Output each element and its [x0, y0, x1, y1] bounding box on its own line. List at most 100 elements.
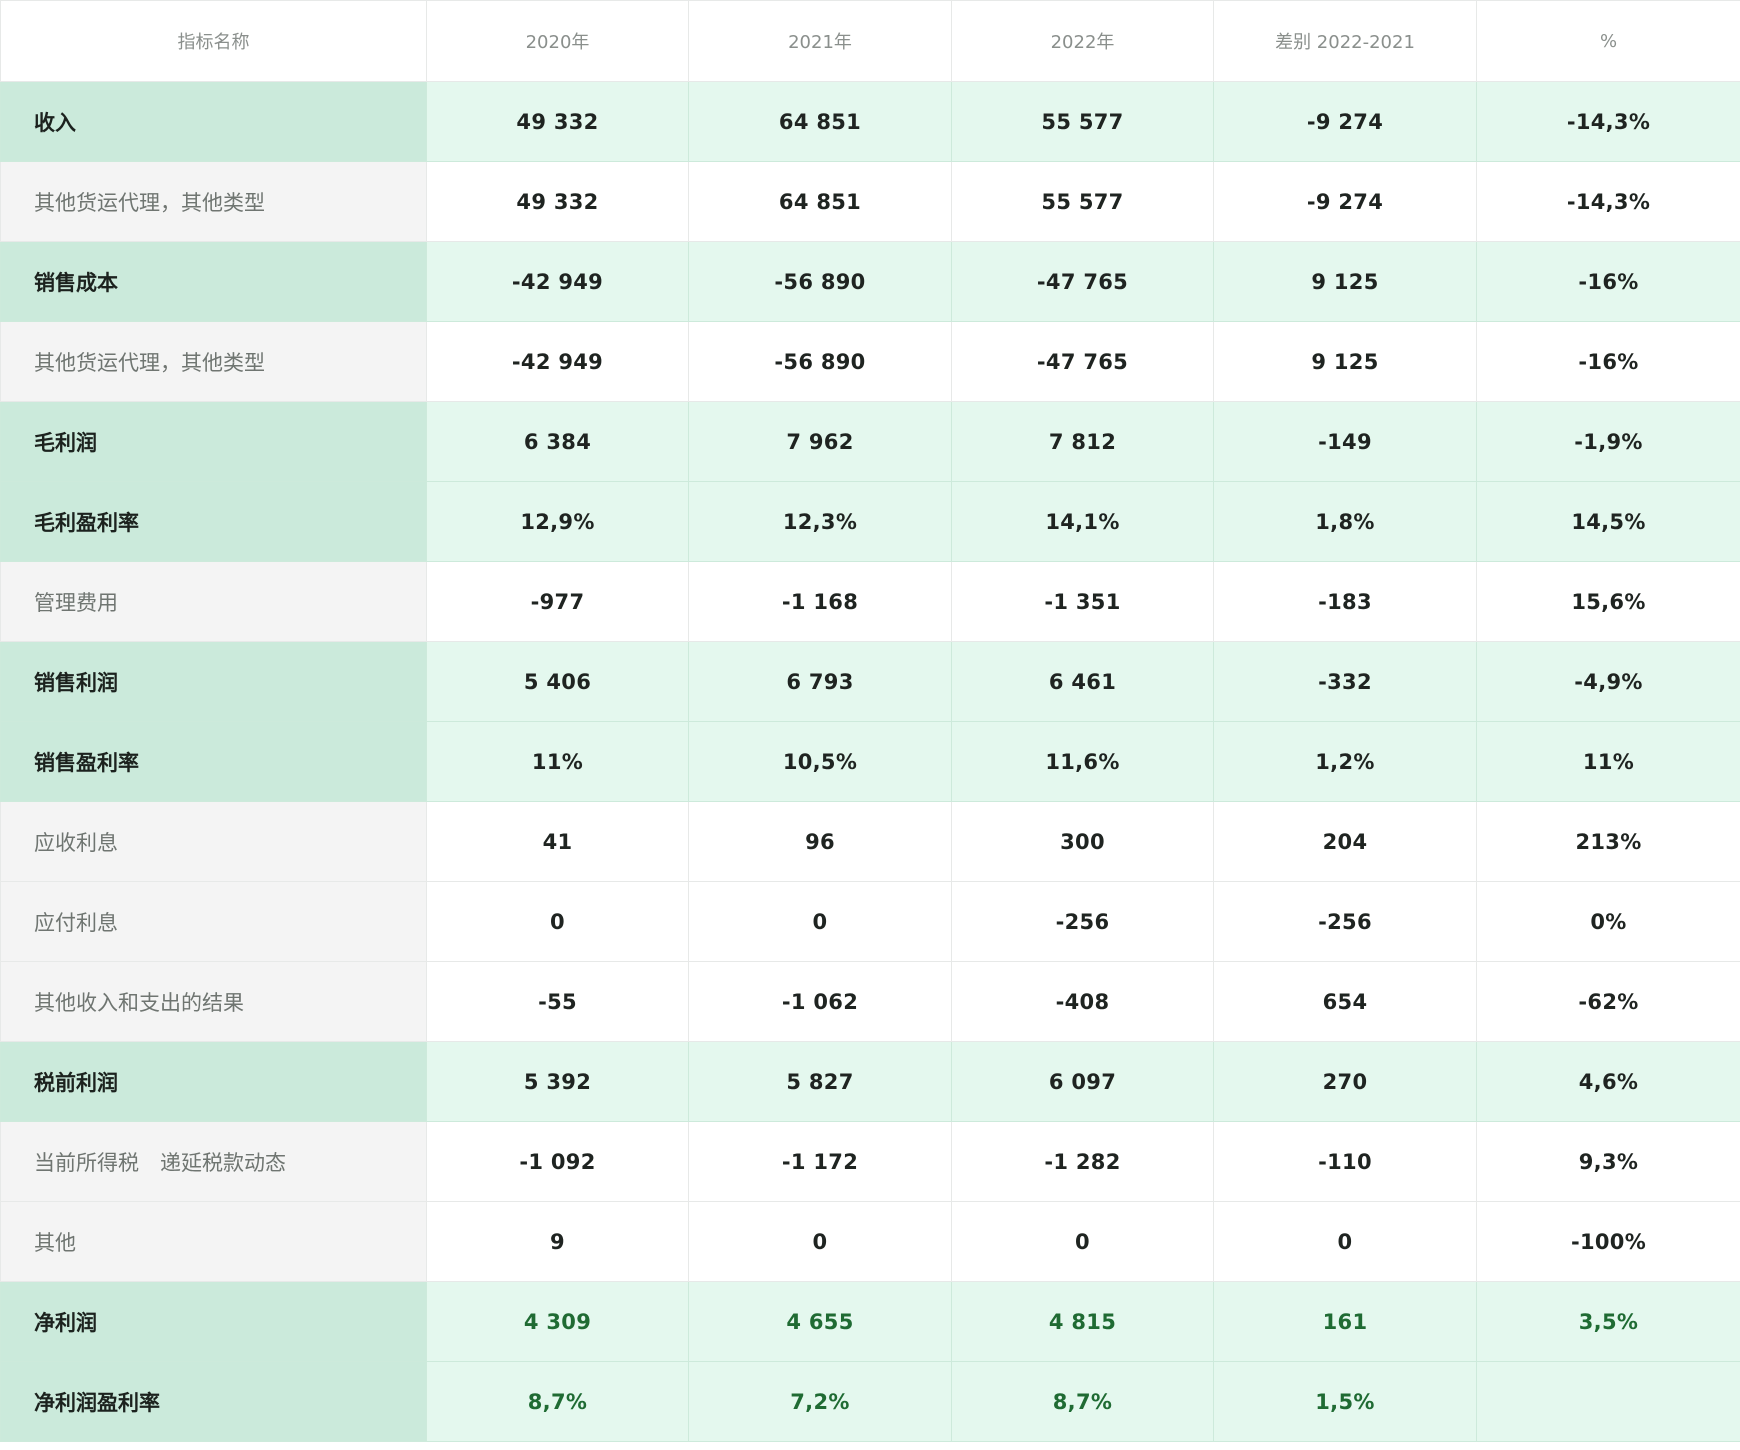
value-2022: 11,6%: [951, 721, 1214, 802]
value-difference: 204: [1213, 801, 1477, 882]
value-difference: -256: [1213, 881, 1477, 962]
value-2021: -1 062: [688, 961, 952, 1042]
value-difference: 654: [1213, 961, 1477, 1042]
value-2022: 8,7%: [951, 1361, 1214, 1442]
row-label: 当前所得税 递延税款动态: [0, 1121, 427, 1202]
value-2022: 55 577: [951, 81, 1214, 162]
value-2020: -1 092: [426, 1121, 689, 1202]
row-label: 其他货运代理，其他类型: [0, 321, 427, 402]
value-2021: -1 172: [688, 1121, 952, 1202]
value-2021: -56 890: [688, 241, 952, 322]
value-2020: 49 332: [426, 161, 689, 242]
value-2022: -256: [951, 881, 1214, 962]
header-2020: 2020年: [426, 0, 689, 82]
value-2021: 10,5%: [688, 721, 952, 802]
table-row: 管理费用 -977 -1 168 -1 351 -183 15,6%: [0, 561, 1740, 642]
value-difference: 1,2%: [1213, 721, 1477, 802]
value-2020: 5 392: [426, 1041, 689, 1122]
value-2022: 300: [951, 801, 1214, 882]
table-body: 收入 49 332 64 851 55 577 -9 274 -14,3% 其他货运代理，其…: [0, 81, 1740, 1442]
value-difference: 161: [1213, 1281, 1477, 1362]
value-percent: 14,5%: [1476, 481, 1740, 562]
row-label: 其他货运代理，其他类型: [0, 161, 427, 242]
value-2020: -55: [426, 961, 689, 1042]
value-2020: 5 406: [426, 641, 689, 722]
value-2022: 55 577: [951, 161, 1214, 242]
value-2022: 14,1%: [951, 481, 1214, 562]
value-2022: -1 351: [951, 561, 1214, 642]
header-indicator-name: 指标名称: [0, 0, 427, 82]
value-2021: 64 851: [688, 161, 952, 242]
value-percent: 4,6%: [1476, 1041, 1740, 1122]
value-percent: -14,3%: [1476, 81, 1740, 162]
row-label: 应付利息: [0, 881, 427, 962]
row-label: 净利润盈利率: [0, 1361, 427, 1442]
table-row: 销售成本 -42 949 -56 890 -47 765 9 125 -16%: [0, 241, 1740, 322]
value-difference: 1,8%: [1213, 481, 1477, 562]
header-2022: 2022年: [951, 0, 1214, 82]
table-row: 应收利息 41 96 300 204 213%: [0, 801, 1740, 882]
header-row: 指标名称 2020年 2021年 2022年 差别 2022-2021 %: [0, 0, 1740, 82]
row-label: 管理费用: [0, 561, 427, 642]
value-2021: 5 827: [688, 1041, 952, 1122]
value-2022: 6 097: [951, 1041, 1214, 1122]
value-percent: 11%: [1476, 721, 1740, 802]
value-2022: 4 815: [951, 1281, 1214, 1362]
value-2021: 0: [688, 1201, 952, 1282]
row-label: 毛利盈利率: [0, 481, 427, 562]
value-percent: 213%: [1476, 801, 1740, 882]
value-percent: 15,6%: [1476, 561, 1740, 642]
table-row: 销售利润 5 406 6 793 6 461 -332 -4,9%: [0, 641, 1740, 722]
value-2021: 7 962: [688, 401, 952, 482]
row-label: 收入: [0, 81, 427, 162]
table-row: 税前利润 5 392 5 827 6 097 270 4,6%: [0, 1041, 1740, 1122]
row-label: 毛利润: [0, 401, 427, 482]
value-2022: -47 765: [951, 321, 1214, 402]
value-2020: 9: [426, 1201, 689, 1282]
table-row: 销售盈利率 11% 10,5% 11,6% 1,2% 11%: [0, 721, 1740, 802]
value-difference: -9 274: [1213, 161, 1477, 242]
row-label: 净利润: [0, 1281, 427, 1362]
value-2022: -1 282: [951, 1121, 1214, 1202]
value-difference: -110: [1213, 1121, 1477, 1202]
value-2022: 7 812: [951, 401, 1214, 482]
value-2021: 0: [688, 881, 952, 962]
value-2020: -42 949: [426, 321, 689, 402]
value-2020: 6 384: [426, 401, 689, 482]
value-percent: 0%: [1476, 881, 1740, 962]
table-row: 其他货运代理，其他类型 -42 949 -56 890 -47 765 9 125 -16…: [0, 321, 1740, 402]
value-difference: 1,5%: [1213, 1361, 1477, 1442]
value-2020: 11%: [426, 721, 689, 802]
table-row: 其他 9 0 0 0 -100%: [0, 1201, 1740, 1282]
table-row: 当前所得税 递延税款动态 -1 092 -1 172 -1 282 -110 9,3%: [0, 1121, 1740, 1202]
value-percent: -16%: [1476, 241, 1740, 322]
header-difference: 差别 2022-2021: [1213, 0, 1477, 82]
value-2021: 12,3%: [688, 481, 952, 562]
value-percent: 9,3%: [1476, 1121, 1740, 1202]
value-2021: 7,2%: [688, 1361, 952, 1442]
value-2022: -408: [951, 961, 1214, 1042]
header-2021: 2021年: [688, 0, 952, 82]
value-2020: -42 949: [426, 241, 689, 322]
table-row: 其他收入和支出的结果 -55 -1 062 -408 654 -62%: [0, 961, 1740, 1042]
value-2022: -47 765: [951, 241, 1214, 322]
value-2021: 96: [688, 801, 952, 882]
value-2021: 64 851: [688, 81, 952, 162]
value-difference: -149: [1213, 401, 1477, 482]
value-2020: 4 309: [426, 1281, 689, 1362]
value-2020: 0: [426, 881, 689, 962]
value-difference: 9 125: [1213, 241, 1477, 322]
table-row: 应付利息 0 0 -256 -256 0%: [0, 881, 1740, 962]
value-difference: -183: [1213, 561, 1477, 642]
value-percent: 3,5%: [1476, 1281, 1740, 1362]
row-label: 其他收入和支出的结果: [0, 961, 427, 1042]
row-label: 销售成本: [0, 241, 427, 322]
row-label: 其他: [0, 1201, 427, 1282]
table-row: 毛利润 6 384 7 962 7 812 -149 -1,9%: [0, 401, 1740, 482]
header-percent: %: [1476, 0, 1740, 82]
value-difference: -9 274: [1213, 81, 1477, 162]
value-2022: 0: [951, 1201, 1214, 1282]
value-percent: [1476, 1361, 1740, 1442]
value-2020: 8,7%: [426, 1361, 689, 1442]
